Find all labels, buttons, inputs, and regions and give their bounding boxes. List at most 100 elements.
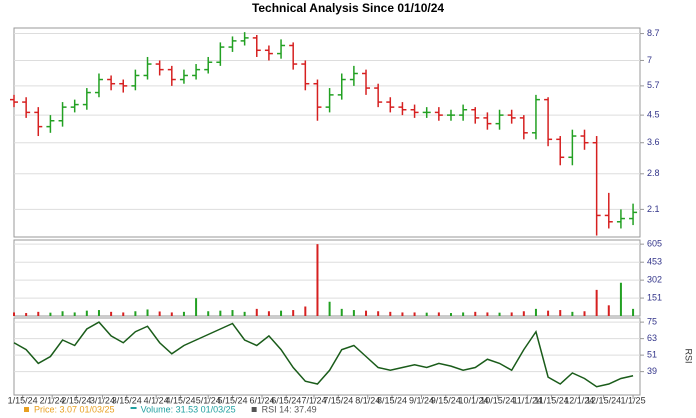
legend-label: Price: 3.07 01/03/25 — [34, 404, 115, 414]
volume-bar — [134, 311, 137, 316]
volume-bar — [377, 311, 380, 316]
volume-bar — [547, 310, 550, 316]
volume-bar — [365, 310, 368, 316]
volume-bar — [401, 312, 404, 316]
volume-bar — [292, 310, 295, 316]
volume-bar — [316, 244, 319, 316]
volume-bar — [231, 310, 234, 316]
volume-panel — [13, 239, 641, 317]
volume-bar — [13, 312, 15, 316]
volume-bar — [158, 311, 161, 316]
y-tick-label: 605 — [647, 239, 662, 249]
y-tick-label: 75 — [647, 317, 657, 327]
volume-bar — [328, 301, 331, 316]
volume-bar — [607, 305, 610, 316]
volume-bar — [49, 312, 52, 316]
volume-bar — [559, 310, 562, 316]
volume-bar — [280, 310, 283, 316]
volume-bar — [462, 312, 465, 316]
volume-bar — [267, 311, 270, 316]
volume-bar — [352, 310, 355, 316]
x-tick-label: 3/1/24 — [90, 395, 115, 405]
volume-bar — [170, 312, 173, 316]
x-tick-label: 9/15/24 — [431, 395, 461, 405]
volume-bar — [389, 311, 392, 316]
x-tick-label: 5/1/24 — [196, 395, 221, 405]
y-tick-label: 51 — [647, 350, 657, 360]
y-tick-label: 7 — [647, 55, 652, 65]
volume-bar — [449, 313, 452, 316]
x-tick-label: 4/15/24 — [165, 395, 195, 405]
y-tick-label: 2.1 — [647, 204, 660, 214]
volume-bar — [122, 312, 125, 316]
y-tick-label: 39 — [647, 366, 657, 376]
legend-swatch — [24, 407, 29, 412]
volume-bar — [25, 313, 28, 316]
y-tick-label: 302 — [647, 275, 662, 285]
x-tick-label: 10/1/24 — [459, 395, 489, 405]
y-tick-label: 4.5 — [647, 109, 660, 119]
legend-swatch — [251, 407, 257, 412]
volume-bar — [73, 312, 76, 316]
volume-bar — [110, 311, 113, 316]
x-tick-label: 10/15/24 — [480, 395, 515, 405]
volume-bar — [595, 289, 598, 316]
volume-bar — [37, 311, 40, 316]
volume-bar — [304, 306, 307, 316]
volume-bar — [195, 298, 198, 316]
volume-bar — [510, 312, 513, 316]
volume-bar — [498, 312, 501, 316]
x-tick-label: 3/15/24 — [112, 395, 142, 405]
volume-bar — [85, 310, 88, 316]
volume-bar — [571, 311, 574, 316]
rsi-panel — [13, 317, 641, 396]
x-tick-label: 8/1/24 — [355, 395, 380, 405]
volume-bar — [632, 308, 635, 316]
y-tick-label: 5.7 — [647, 80, 660, 90]
volume-bar — [255, 308, 258, 316]
y-tick-label: 63 — [647, 333, 657, 343]
price-panel — [13, 27, 641, 238]
x-tick-label: 1/1/25 — [621, 395, 646, 405]
volume-bar — [474, 311, 477, 316]
y-tick-label: 151 — [647, 292, 662, 302]
volume-bar — [583, 311, 586, 316]
x-tick-label: 9/1/24 — [409, 395, 434, 405]
legend-label: Volume: 31.53 01/03/25 — [141, 404, 236, 414]
volume-bar — [425, 312, 428, 316]
y-tick-label: 8.7 — [647, 28, 660, 38]
x-tick-label: 12/15/24 — [586, 395, 621, 405]
y-tick-label: 2.8 — [647, 168, 660, 178]
x-tick-label: 11/1/24 — [513, 395, 542, 405]
x-tick-label: 11/15/24 — [534, 395, 568, 405]
chart-title: Technical Analysis Since 01/10/24 — [252, 1, 444, 15]
volume-bar — [413, 312, 416, 316]
volume-bar — [207, 311, 210, 316]
volume-bar — [437, 312, 440, 316]
volume-bar — [522, 311, 525, 316]
x-tick-label: 6/1/24 — [249, 395, 274, 405]
x-tick-label: 4/1/24 — [144, 395, 169, 405]
volume-bar — [97, 310, 100, 316]
volume-bar — [182, 311, 185, 316]
x-tick-label: 1/15/24 — [8, 395, 38, 405]
volume-bar — [619, 282, 622, 316]
x-tick-label: 8/15/24 — [377, 395, 407, 405]
legend-swatch — [130, 407, 137, 409]
rsi-axis-label: RSI — [684, 348, 694, 363]
volume-bar — [534, 308, 537, 316]
x-tick-label: 7/1/24 — [301, 395, 326, 405]
x-tick-label: 2/15/24 — [61, 395, 91, 405]
legend-label: RSI 14: 37.49 — [262, 404, 317, 414]
rsi-line — [13, 321, 634, 388]
volume-bar — [61, 311, 64, 316]
volume-bar — [486, 312, 489, 316]
y-tick-label: 3.6 — [647, 137, 660, 147]
volume-bar — [146, 309, 149, 316]
y-tick-label: 453 — [647, 257, 662, 267]
x-tick-label: 12/1/24 — [564, 395, 594, 405]
x-tick-label: 6/15/24 — [271, 395, 301, 405]
x-tick-label: 7/15/24 — [323, 395, 353, 405]
x-tick-label: 2/1/24 — [40, 395, 65, 405]
x-tick-label: 5/15/24 — [217, 395, 247, 405]
